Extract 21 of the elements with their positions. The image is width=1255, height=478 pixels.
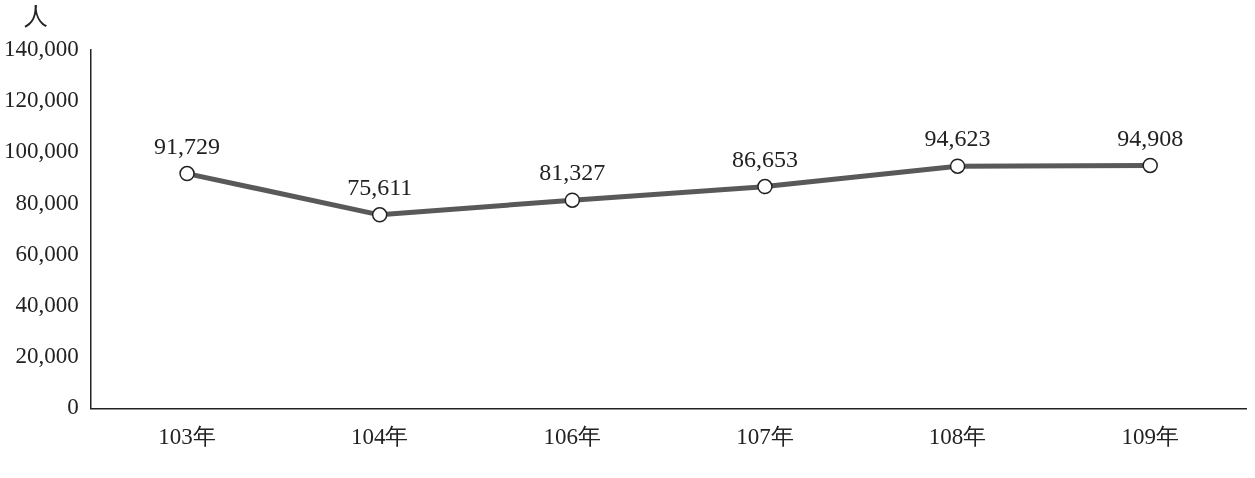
x-tick-label: 106年 bbox=[543, 424, 602, 450]
x-tick-label: 104年 bbox=[350, 424, 409, 450]
data-label: 86,653 bbox=[731, 145, 798, 172]
data-label: 91,729 bbox=[154, 132, 221, 159]
data-label: 75,611 bbox=[347, 174, 413, 201]
y-tick-label: 0 bbox=[67, 394, 79, 420]
x-tick-label: 108年 bbox=[928, 424, 987, 450]
y-tick-label: 60,000 bbox=[15, 240, 79, 266]
x-tick-label: 103年 bbox=[158, 424, 216, 450]
y-tick-label: 140,000 bbox=[4, 36, 79, 62]
y-axis-title: 人 bbox=[24, 3, 48, 30]
y-tick-label: 40,000 bbox=[15, 292, 79, 318]
y-tick-label: 80,000 bbox=[15, 189, 79, 215]
x-tick-label: 107年 bbox=[736, 424, 794, 450]
y-tick-label: 120,000 bbox=[4, 87, 79, 113]
data-label: 94,908 bbox=[1117, 124, 1184, 151]
data-label: 94,623 bbox=[924, 125, 991, 152]
data-label: 81,327 bbox=[539, 159, 606, 186]
y-tick-label: 100,000 bbox=[4, 138, 79, 164]
x-tick-label: 109年 bbox=[1121, 424, 1179, 450]
y-tick-label: 20,000 bbox=[15, 343, 79, 369]
